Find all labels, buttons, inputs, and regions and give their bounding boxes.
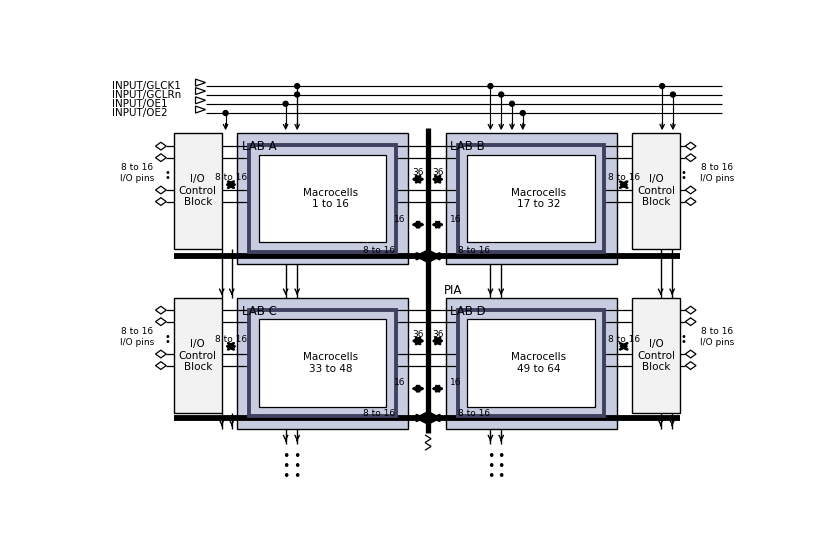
Text: Macrocells
1 to 16: Macrocells 1 to 16 xyxy=(302,188,358,209)
Text: LAB B: LAB B xyxy=(451,140,485,153)
Bar xyxy=(632,298,680,413)
Text: PIA: PIA xyxy=(443,283,461,296)
Text: •: • xyxy=(282,470,289,483)
Text: •: • xyxy=(497,470,505,483)
Bar xyxy=(249,145,396,252)
Circle shape xyxy=(223,110,228,115)
Text: •: • xyxy=(681,174,686,183)
Text: •: • xyxy=(165,332,171,342)
Text: I/O
Control
Block: I/O Control Block xyxy=(637,339,675,372)
Circle shape xyxy=(295,92,300,97)
Text: 36: 36 xyxy=(412,168,424,177)
Text: •: • xyxy=(497,460,505,473)
Text: •: • xyxy=(293,460,301,473)
Text: 8 to 16
I/O pins: 8 to 16 I/O pins xyxy=(700,327,734,347)
Text: •: • xyxy=(486,470,494,483)
Text: 16: 16 xyxy=(451,215,461,224)
Text: •: • xyxy=(282,460,289,473)
Text: 8 to 16: 8 to 16 xyxy=(215,335,247,344)
Text: •: • xyxy=(165,168,171,178)
Text: 8 to 16
I/O pins: 8 to 16 I/O pins xyxy=(700,163,734,183)
Text: INPUT/GLCK1: INPUT/GLCK1 xyxy=(112,81,182,91)
Bar xyxy=(632,133,680,249)
Text: •: • xyxy=(165,337,171,348)
Text: •: • xyxy=(497,450,505,463)
Text: 16: 16 xyxy=(393,215,405,224)
Bar xyxy=(446,298,616,429)
Text: LAB D: LAB D xyxy=(451,305,486,318)
Bar xyxy=(467,154,595,243)
Text: LAB A: LAB A xyxy=(242,140,277,153)
Text: 16: 16 xyxy=(451,378,461,387)
Text: INPUT/OE2: INPUT/OE2 xyxy=(112,108,168,118)
Text: INPUT/GCLRn: INPUT/GCLRn xyxy=(112,90,182,100)
Text: •: • xyxy=(681,332,686,342)
Text: 36: 36 xyxy=(412,330,424,338)
Bar xyxy=(458,145,605,252)
Text: Macrocells
33 to 48: Macrocells 33 to 48 xyxy=(302,353,358,374)
Bar xyxy=(458,310,605,416)
Text: •: • xyxy=(681,337,686,348)
Text: Macrocells
17 to 32: Macrocells 17 to 32 xyxy=(511,188,566,209)
Text: 36: 36 xyxy=(432,330,443,338)
Text: INPUT/OE1: INPUT/OE1 xyxy=(112,99,168,109)
Text: 16: 16 xyxy=(393,378,405,387)
Text: 8 to 16
I/O pins: 8 to 16 I/O pins xyxy=(120,327,154,347)
Text: •: • xyxy=(282,450,289,463)
Text: •: • xyxy=(293,470,301,483)
Text: I/O
Control
Block: I/O Control Block xyxy=(179,339,217,372)
Bar xyxy=(446,133,616,264)
Circle shape xyxy=(510,101,515,106)
Circle shape xyxy=(521,110,526,115)
Text: •: • xyxy=(681,168,686,178)
Bar xyxy=(259,319,387,407)
Circle shape xyxy=(660,84,665,89)
Text: 8 to 16
I/O pins: 8 to 16 I/O pins xyxy=(120,163,154,183)
Text: 8 to 16: 8 to 16 xyxy=(363,409,396,418)
Circle shape xyxy=(488,84,493,89)
Text: LAB C: LAB C xyxy=(242,305,277,318)
Text: I/O
Control
Block: I/O Control Block xyxy=(179,174,217,207)
Circle shape xyxy=(499,92,504,97)
Circle shape xyxy=(283,101,288,106)
Bar xyxy=(174,133,222,249)
Text: Macrocells
49 to 64: Macrocells 49 to 64 xyxy=(511,353,566,374)
Text: 8 to 16: 8 to 16 xyxy=(458,246,491,255)
Bar xyxy=(259,154,387,243)
Text: •: • xyxy=(165,174,171,183)
Text: I/O
Control
Block: I/O Control Block xyxy=(637,174,675,207)
Bar xyxy=(237,133,408,264)
Text: 8 to 16: 8 to 16 xyxy=(607,335,640,344)
Text: 8 to 16: 8 to 16 xyxy=(458,409,491,418)
Text: 8 to 16: 8 to 16 xyxy=(215,173,247,182)
Bar xyxy=(237,298,408,429)
Text: •: • xyxy=(486,460,494,473)
Bar xyxy=(467,319,595,407)
Bar xyxy=(174,298,222,413)
Text: 36: 36 xyxy=(432,168,443,177)
Circle shape xyxy=(671,92,676,97)
Text: 8 to 16: 8 to 16 xyxy=(363,246,396,255)
Text: •: • xyxy=(293,450,301,463)
Text: •: • xyxy=(486,450,494,463)
Circle shape xyxy=(295,84,300,89)
Bar xyxy=(249,310,396,416)
Text: 8 to 16: 8 to 16 xyxy=(607,173,640,182)
